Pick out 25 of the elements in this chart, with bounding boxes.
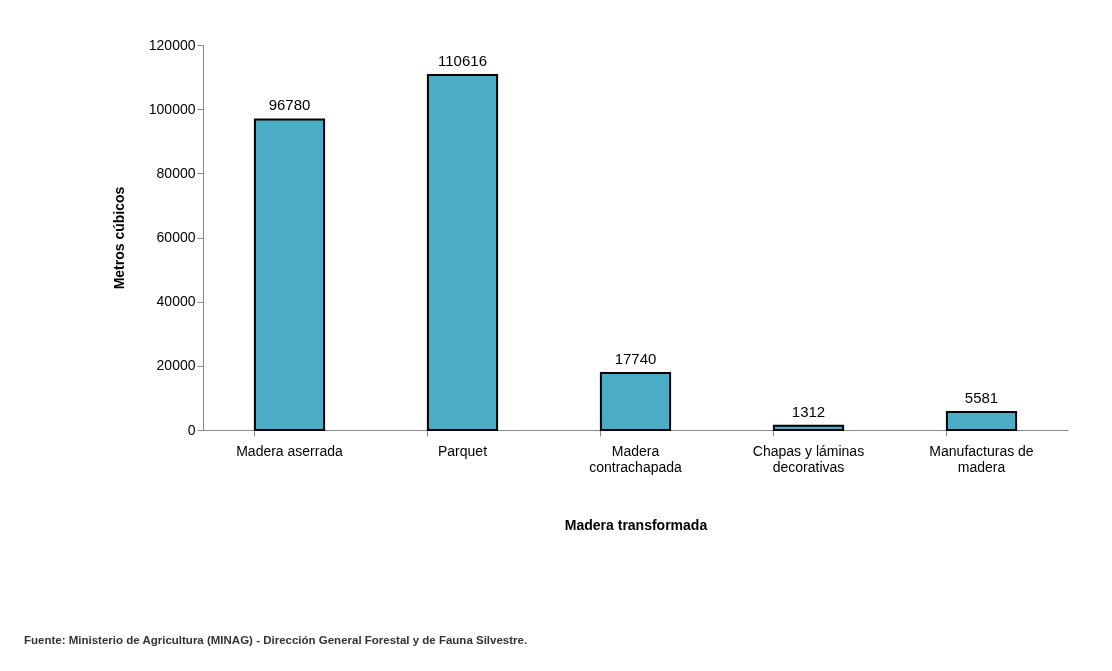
- source-note: Fuente: Ministerio de Agricultura (MINAG) - Dirección General Forestal y de Fauna Silvestre.: [24, 634, 528, 646]
- x-axis-title: Madera transformada: [564, 516, 708, 533]
- y-tick-label: 120000: [148, 36, 196, 53]
- x-tick-label: Parquet: [437, 442, 488, 459]
- bar: [426, 74, 499, 431]
- data-label: 110616: [438, 52, 487, 70]
- y-tick-label: 20000: [156, 357, 196, 374]
- bar: [253, 118, 326, 431]
- bar: [599, 372, 672, 431]
- x-tick-label: Chapas y láminas decorativas: [752, 442, 865, 475]
- bar: [945, 411, 1018, 431]
- data-label: 96780: [268, 96, 311, 114]
- y-axis-title: Metros cúbicos: [110, 186, 127, 290]
- y-tick-label: 0: [187, 421, 196, 438]
- x-tick-label: Madera aserrada: [236, 442, 344, 459]
- y-tick-label: 80000: [156, 164, 196, 181]
- data-label: 5581: [964, 389, 999, 407]
- y-tick-label: 60000: [156, 229, 196, 245]
- bar: [772, 424, 845, 431]
- x-tick-label: Manufacturas de madera: [929, 442, 1034, 475]
- x-tick-label: Madera contrachapada: [589, 442, 683, 475]
- data-label: 17740: [614, 350, 657, 368]
- y-tick-label: 100000: [148, 100, 196, 117]
- y-tick-label: 40000: [156, 293, 196, 310]
- data-label: 1312: [791, 402, 826, 420]
